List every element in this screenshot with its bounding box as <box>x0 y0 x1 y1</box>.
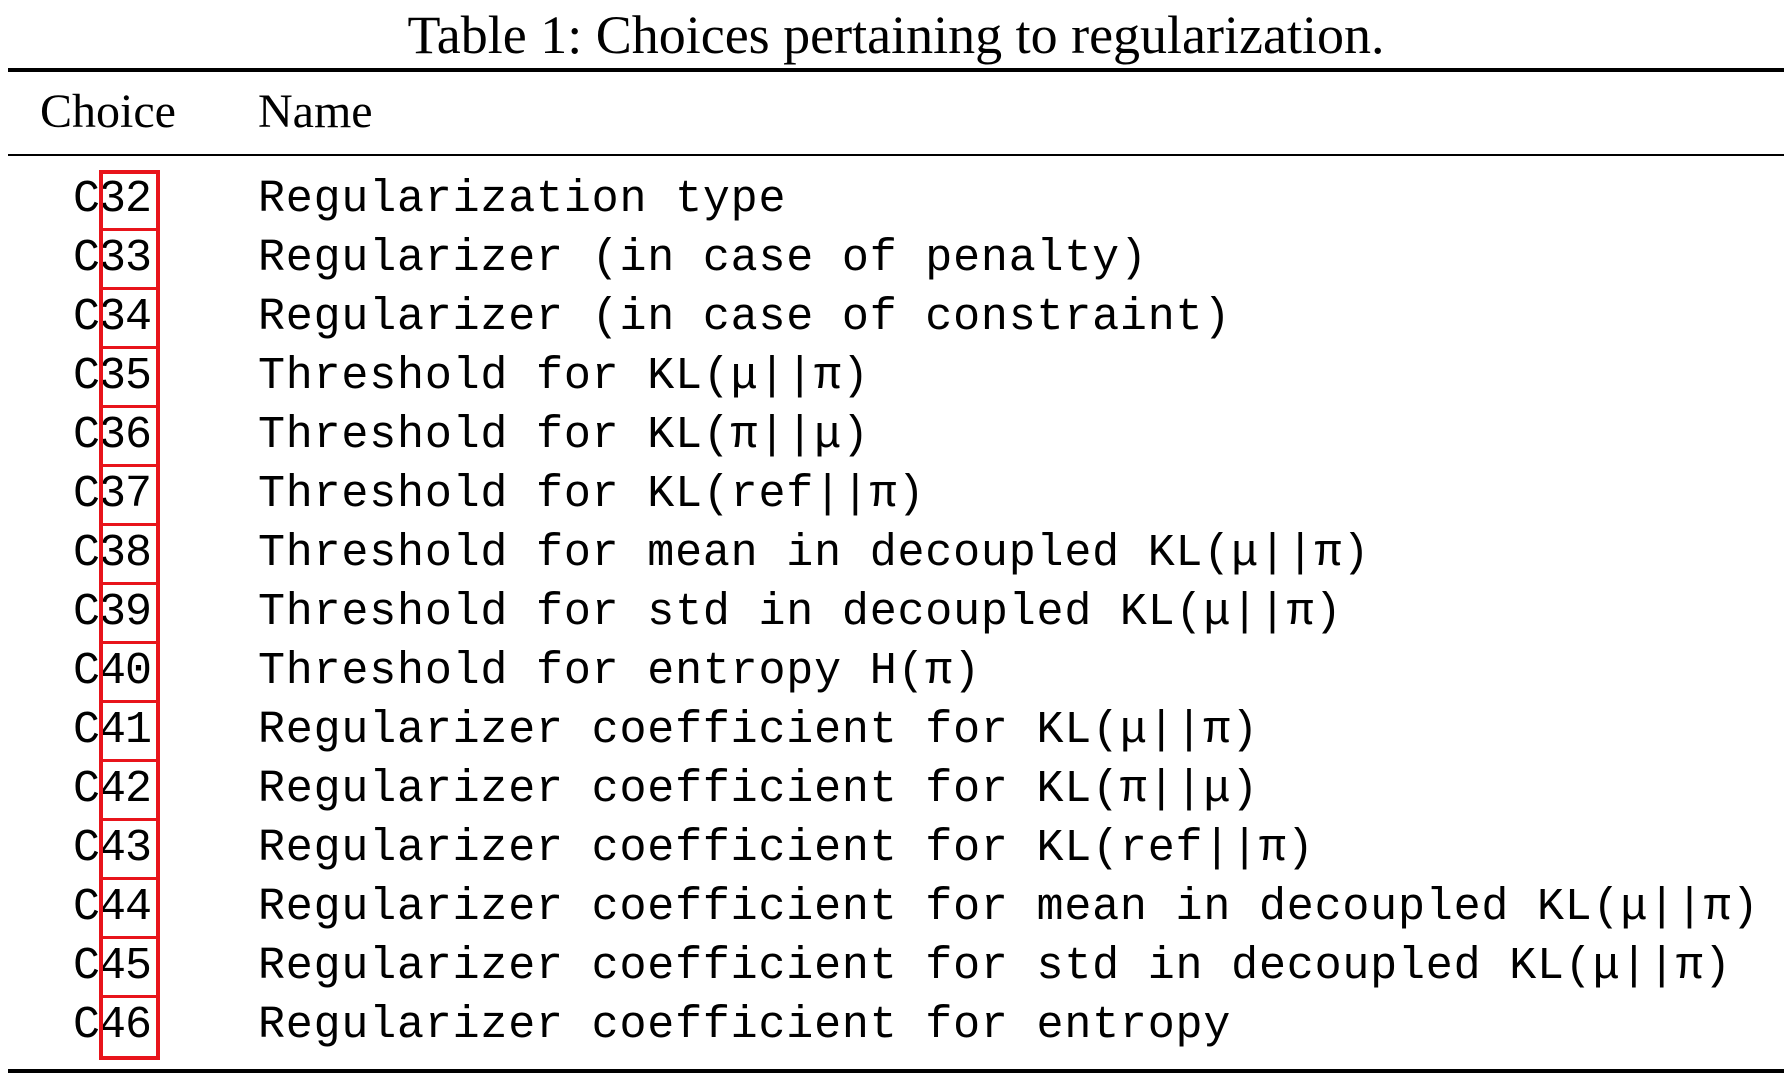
highlight-divider-line <box>99 995 160 998</box>
choice-code-number: 37 <box>99 469 152 520</box>
table-row: C46 Regularizer coefficient for entropy <box>0 996 1792 1055</box>
choice-name: Regularizer coefficient for KL(π||μ) <box>258 764 1259 815</box>
choice-code-prefix: C <box>73 646 100 697</box>
choice-code-prefix: C <box>73 469 100 520</box>
choice-code-number: 43 <box>99 823 152 874</box>
table-row: C35 Threshold for KL(μ||π) <box>0 347 1792 406</box>
choice-name: Threshold for entropy H(π) <box>258 646 981 697</box>
choice-name: Regularizer (in case of constraint) <box>258 292 1232 343</box>
choice-code-number: 41 <box>99 705 152 756</box>
table-top-rule <box>8 68 1784 72</box>
choice-code-number: 36 <box>99 410 152 461</box>
highlight-divider-line <box>99 936 160 939</box>
choice-code-number: 42 <box>99 764 152 815</box>
table-bottom-rule <box>8 1069 1784 1073</box>
highlight-divider-line <box>99 582 160 585</box>
table-row: C33 Regularizer (in case of penalty) <box>0 229 1792 288</box>
choice-code-prefix: C <box>73 410 100 461</box>
choice-code: C43 <box>73 819 152 878</box>
choice-code-prefix: C <box>73 587 100 638</box>
choice-code-prefix: C <box>73 351 100 402</box>
choice-name: Regularizer coefficient for KL(μ||π) <box>258 705 1259 756</box>
choice-code-number: 32 <box>99 174 152 225</box>
choice-code: C37 <box>73 465 152 524</box>
highlight-divider-line <box>99 228 160 231</box>
choice-code: C35 <box>73 347 152 406</box>
choice-name: Threshold for KL(π||μ) <box>258 410 870 461</box>
choice-name: Threshold for KL(μ||π) <box>258 351 870 402</box>
choice-code: C40 <box>73 642 152 701</box>
choice-code-number: 46 <box>99 1000 152 1051</box>
table-row: C43 Regularizer coefficient for KL(ref||π… <box>0 819 1792 878</box>
choice-code: C36 <box>73 406 152 465</box>
choice-name: Regularizer coefficient for mean in deco… <box>258 882 1760 933</box>
highlight-divider-line <box>99 877 160 880</box>
choice-code-number: 33 <box>99 233 152 284</box>
choice-code-prefix: C <box>73 233 100 284</box>
highlight-divider-line <box>99 641 160 644</box>
column-header-choice: Choice <box>40 85 176 138</box>
highlight-divider-line <box>99 464 160 467</box>
choice-code-number: 34 <box>99 292 152 343</box>
highlight-divider-line <box>99 700 160 703</box>
choice-name: Regularizer coefficient for std in decou… <box>258 941 1732 992</box>
choice-code: C41 <box>73 701 152 760</box>
choice-code-prefix: C <box>73 292 100 343</box>
choice-code-prefix: C <box>73 528 100 579</box>
table-row: C37 Threshold for KL(ref||π) <box>0 465 1792 524</box>
choice-code-number: 39 <box>99 587 152 638</box>
choice-code: C42 <box>73 760 152 819</box>
highlight-box <box>99 170 160 1060</box>
table-row: C36 Threshold for KL(π||μ) <box>0 406 1792 465</box>
choice-name: Threshold for mean in decoupled KL(μ||π) <box>258 528 1371 579</box>
choice-code: C45 <box>73 937 152 996</box>
highlight-divider-line <box>99 759 160 762</box>
column-header-name: Name <box>258 85 373 138</box>
table-row: C40 Threshold for entropy H(π) <box>0 642 1792 701</box>
table-row: C45 Regularizer coefficient for std in de… <box>0 937 1792 996</box>
table-row: C34 Regularizer (in case of constraint) <box>0 288 1792 347</box>
choice-code: C32 <box>73 170 152 229</box>
choice-code: C46 <box>73 996 152 1055</box>
choice-code-prefix: C <box>73 705 100 756</box>
choice-code: C33 <box>73 229 152 288</box>
choice-code: C34 <box>73 288 152 347</box>
choice-name: Regularizer (in case of penalty) <box>258 233 1148 284</box>
choice-code-prefix: C <box>73 1000 100 1051</box>
choice-name: Threshold for KL(ref||π) <box>258 469 926 520</box>
highlight-divider-line <box>99 818 160 821</box>
choice-code-number: 45 <box>99 941 152 992</box>
table-row: C41 Regularizer coefficient for KL(μ||π) <box>0 701 1792 760</box>
table-caption: Table 1: Choices pertaining to regulariz… <box>407 5 1385 65</box>
table-row: C39 Threshold for std in decoupled KL(μ||… <box>0 583 1792 642</box>
highlight-divider-line <box>99 287 160 290</box>
choice-code-number: 44 <box>99 882 152 933</box>
table-row: C38 Threshold for mean in decoupled KL(μ|… <box>0 524 1792 583</box>
choice-name: Regularizer coefficient for KL(ref||π) <box>258 823 1315 874</box>
choice-name: Regularization type <box>258 174 787 225</box>
table-header-rule <box>8 154 1784 156</box>
choice-name: Threshold for std in decoupled KL(μ||π) <box>258 587 1343 638</box>
choice-name: Regularizer coefficient for entropy <box>258 1000 1232 1051</box>
choice-code-prefix: C <box>73 764 100 815</box>
choice-code-prefix: C <box>73 823 100 874</box>
choice-code-number: 40 <box>99 646 152 697</box>
highlight-divider-line <box>99 405 160 408</box>
choice-code-prefix: C <box>73 941 100 992</box>
table-row: C44 Regularizer coefficient for mean in d… <box>0 878 1792 937</box>
choice-code-prefix: C <box>73 174 100 225</box>
choice-code: C38 <box>73 524 152 583</box>
table-row: C32 Regularization type <box>0 170 1792 229</box>
choice-code-prefix: C <box>73 882 100 933</box>
choice-code-number: 38 <box>99 528 152 579</box>
table-row: C42 Regularizer coefficient for KL(π||μ) <box>0 760 1792 819</box>
highlight-divider-line <box>99 523 160 526</box>
highlight-divider-line <box>99 346 160 349</box>
table-body: C32 Regularization type C33 Regularizer (in… <box>0 170 1792 1055</box>
choice-code-number: 35 <box>99 351 152 402</box>
choice-code: C39 <box>73 583 152 642</box>
choice-code: C44 <box>73 878 152 937</box>
